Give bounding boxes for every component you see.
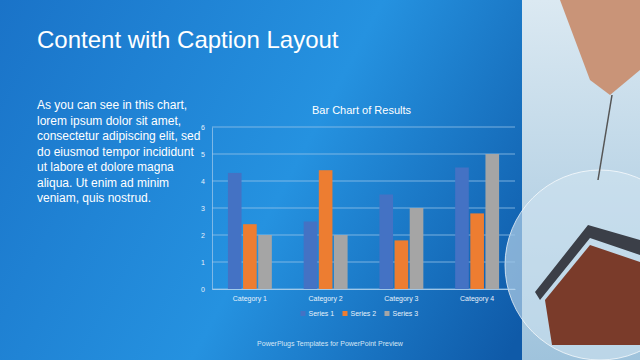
bar	[379, 195, 393, 290]
legend-swatch	[343, 311, 348, 316]
legend-item: Series 3	[385, 310, 419, 317]
bar	[395, 240, 409, 289]
grid-line	[212, 154, 515, 155]
needle	[598, 95, 612, 180]
y-tick-label: 3	[201, 205, 205, 212]
grid-line	[212, 289, 515, 290]
y-tick: 5	[201, 151, 212, 158]
grid-line	[212, 181, 515, 182]
x-axis-line	[213, 289, 516, 290]
y-tick: 6	[201, 124, 212, 131]
y-tick-label: 4	[201, 178, 205, 185]
slide-title: Content with Caption Layout	[37, 26, 339, 53]
bar	[228, 173, 242, 289]
legend-label: Series 2	[351, 310, 377, 317]
x-tick: Category 1	[233, 289, 267, 303]
bar	[470, 213, 484, 289]
x-tick-label: Category 1	[233, 295, 267, 303]
series-bars	[243, 170, 484, 289]
y-tick: 0	[201, 286, 212, 293]
legend-item: Series 2	[343, 310, 377, 317]
bubble	[505, 170, 640, 360]
grid	[212, 127, 515, 289]
series-bars	[228, 168, 469, 290]
hand	[560, 0, 640, 95]
bar	[410, 208, 424, 289]
caption: As you can see in this chart, lorem ipsu…	[37, 98, 205, 207]
series-bars	[258, 154, 499, 289]
y-axis-line	[212, 128, 213, 290]
legend-item: Series 1	[301, 310, 335, 317]
legend-label: Series 1	[309, 310, 335, 317]
grid-line	[212, 208, 515, 209]
bar	[485, 154, 499, 289]
chart: Bar Chart of Results0123456Category 1Cat…	[201, 104, 515, 317]
y-tick-label: 1	[201, 259, 205, 266]
y-tick-label: 5	[201, 151, 205, 158]
bar	[319, 170, 333, 289]
x-tick-label: Category 3	[384, 295, 418, 303]
bar	[243, 224, 257, 289]
x-tick: Category 3	[384, 289, 418, 303]
bar	[258, 235, 272, 289]
bar	[304, 222, 318, 290]
y-tick: 3	[201, 205, 212, 212]
house	[545, 245, 640, 345]
x-tick: Category 2	[309, 289, 343, 303]
bar	[334, 235, 348, 289]
x-tick-label: Category 4	[460, 295, 494, 303]
bars	[228, 154, 499, 289]
y-tick: 2	[201, 232, 212, 239]
y-tick: 1	[201, 259, 212, 266]
x-axis: Category 1 Category 2 Category 3 Category 4	[213, 289, 516, 303]
legend: Series 1 Series 2 Series 3	[301, 310, 419, 317]
photo	[505, 0, 640, 360]
bar	[455, 168, 469, 290]
roof	[535, 225, 640, 300]
y-tick-label: 0	[201, 286, 205, 293]
y-tick-label: 6	[201, 124, 205, 131]
grid-line	[212, 235, 515, 236]
y-axis: 0 1 2 3 4 5 6	[201, 124, 212, 293]
chart-title: Bar Chart of Results	[312, 104, 412, 116]
x-tick: Category 4	[460, 289, 494, 303]
legend-swatch	[301, 311, 306, 316]
x-tick-label: Category 2	[309, 295, 343, 303]
legend-label: Series 3	[393, 310, 419, 317]
y-tick-label: 2	[201, 232, 205, 239]
grid-line	[212, 127, 515, 128]
legend-swatch	[385, 311, 390, 316]
y-tick: 4	[201, 178, 212, 185]
grid-line	[212, 262, 515, 263]
footer: PowerPlugs Templates for PowerPoint Prev…	[257, 340, 404, 348]
